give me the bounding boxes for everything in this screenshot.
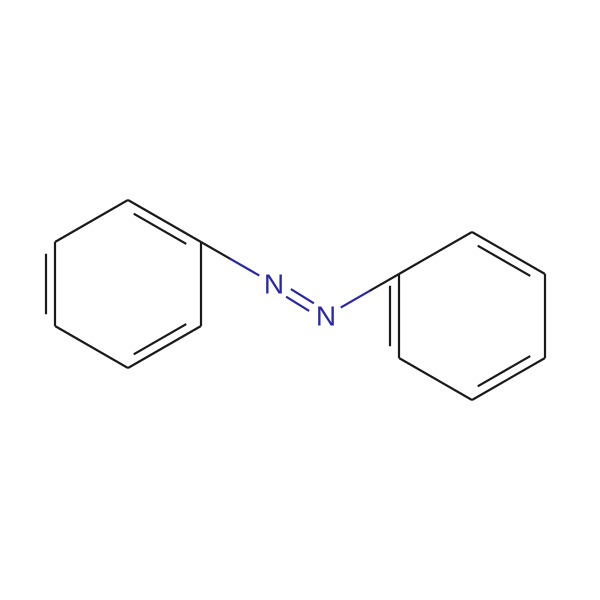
atom-label-n: N	[316, 301, 336, 332]
atom-label-n: N	[264, 269, 284, 300]
molecule-diagram: NN	[0, 0, 600, 600]
